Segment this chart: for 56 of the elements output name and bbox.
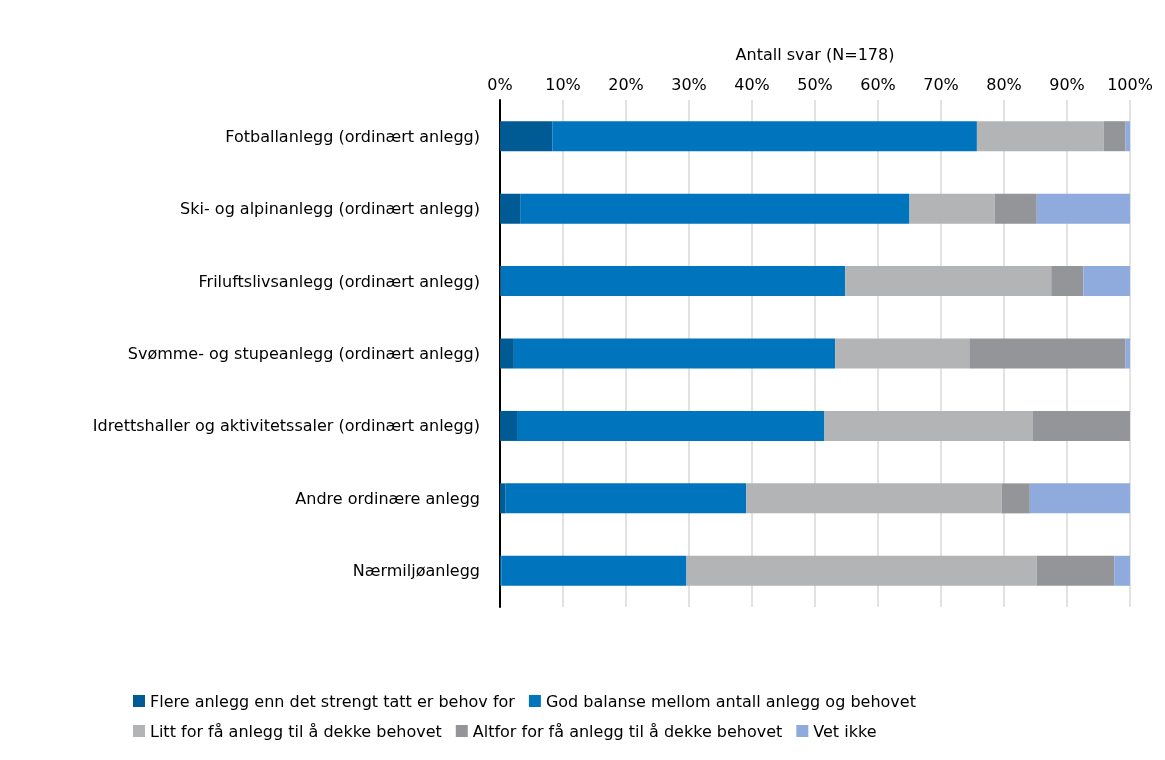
bar	[517, 410, 825, 441]
bar	[1032, 410, 1130, 441]
y-tick-label: Andre ordinære anlegg	[295, 488, 480, 508]
bar	[500, 121, 553, 152]
y-tick-label: Nærmiljøanlegg	[352, 561, 480, 581]
bar	[1125, 338, 1130, 369]
bar	[501, 266, 846, 297]
bar	[1083, 266, 1130, 297]
bar	[520, 193, 910, 224]
bar	[686, 555, 1037, 586]
x-axis-title: Antall svar (N=178)	[735, 44, 895, 64]
bar	[746, 483, 1002, 514]
x-tick-label: 50%	[797, 74, 833, 94]
y-tick-label: Fotballanlegg (ordinært anlegg)	[225, 126, 480, 146]
legend-label: God balanse mellom antall anlegg og behovet	[545, 691, 916, 711]
x-tick-label: 80%	[986, 74, 1022, 94]
bar	[500, 338, 514, 369]
bar	[513, 338, 836, 369]
bar	[500, 410, 518, 441]
bar	[835, 338, 970, 369]
x-tick-label: 90%	[1049, 74, 1085, 94]
bar	[501, 555, 687, 586]
bar	[552, 121, 977, 152]
bar	[1051, 266, 1084, 297]
bar	[1029, 483, 1130, 514]
x-tick-label: 100%	[1107, 74, 1153, 94]
x-tick-label: 0%	[487, 74, 513, 94]
bar	[969, 338, 1126, 369]
bar	[500, 483, 506, 514]
bar	[505, 483, 747, 514]
legend-label: Vet ikke	[813, 721, 877, 741]
bar	[1036, 193, 1130, 224]
bar	[1103, 121, 1126, 152]
bar	[976, 121, 1104, 152]
y-tick-label: Friluftslivsanlegg (ordinært anlegg)	[198, 271, 480, 291]
legend-label: Altfor for få anlegg til å dekke behovet	[472, 721, 783, 741]
y-tick-label: Svømme- og stupeanlegg (ordinært anlegg)	[127, 344, 480, 363]
bar	[845, 266, 1052, 297]
bar	[1036, 555, 1115, 586]
bar	[500, 193, 521, 224]
bar	[1125, 121, 1130, 152]
y-tick-label: Idrettshaller og aktivitetssaler (ordinært anlegg)	[92, 416, 480, 436]
bar	[824, 410, 1033, 441]
bar	[1001, 483, 1030, 514]
x-tick-label: 60%	[860, 74, 896, 94]
legend-label: Litt for få anlegg til å dekke behovet	[150, 721, 442, 741]
x-tick-label: 40%	[734, 74, 770, 94]
x-tick-label: 20%	[608, 74, 644, 94]
legend-label: Flere anlegg enn det strengt tatt er behov for	[150, 691, 516, 711]
y-tick-label: Ski- og alpinanlegg (ordinært anlegg)	[180, 199, 480, 219]
x-tick-label: 10%	[545, 74, 581, 94]
bar	[909, 193, 995, 224]
x-tick-label: 70%	[923, 74, 959, 94]
bar	[1114, 555, 1130, 586]
x-tick-label: 30%	[671, 74, 707, 94]
bar	[994, 193, 1037, 224]
